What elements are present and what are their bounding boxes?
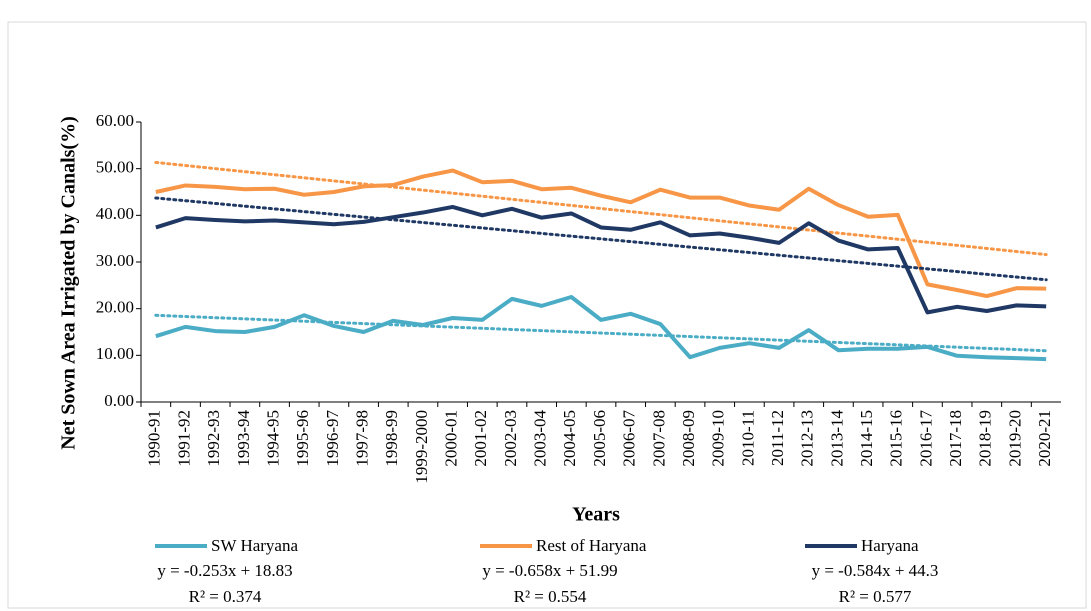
x-tick-label: 2017-18 — [946, 410, 965, 467]
x-tick-label: 2005-06 — [590, 410, 609, 467]
x-tick-label: 1993-94 — [234, 410, 253, 467]
y-tick-label: 40.00 — [96, 204, 134, 223]
x-tick-label: 2001-02 — [471, 410, 490, 467]
x-tick-label: 2002-03 — [501, 410, 520, 467]
series-line — [155, 168, 1047, 299]
x-tick-label: 2013-14 — [827, 410, 846, 467]
y-tick-label: 30.00 — [96, 251, 134, 270]
x-tick-label: 2012-13 — [798, 410, 817, 467]
legend-label: SW Haryana — [211, 536, 298, 555]
trend-r2: R² = 0.577 — [839, 587, 912, 606]
x-tick-label: 2018-19 — [976, 410, 995, 467]
x-axis-title: Years — [572, 504, 620, 526]
x-tick-label: 2016-17 — [916, 410, 935, 467]
trend-r2: R² = 0.554 — [514, 587, 587, 606]
trend-r2: R² = 0.374 — [189, 587, 262, 606]
x-tick-label: 1992-93 — [204, 410, 223, 467]
trend-equation: y = -0.253x + 18.83 — [157, 561, 292, 580]
x-tick-label: 2014-15 — [857, 410, 876, 467]
trendline — [154, 313, 1048, 353]
x-tick-label: 1990-91 — [145, 410, 164, 467]
x-tick-label: 1995-96 — [293, 410, 312, 467]
x-tick-label: 2000-01 — [442, 410, 461, 467]
series-line — [155, 295, 1047, 362]
x-tick-label: 2003-04 — [531, 410, 550, 467]
x-tick-label: 1998-99 — [382, 410, 401, 467]
x-tick-label: 1999-2000 — [412, 410, 431, 484]
x-tick-label: 1994-95 — [263, 410, 282, 467]
x-tick-label: 2011-12 — [768, 410, 787, 466]
trendline — [154, 196, 1048, 282]
x-tick-label: 2006-07 — [620, 410, 639, 467]
series-line — [155, 204, 1047, 315]
trendline — [154, 160, 1048, 257]
x-tick-label: 1991-92 — [174, 410, 193, 467]
x-tick-label: 2007-08 — [649, 410, 668, 467]
x-tick-label: 1997-98 — [352, 410, 371, 467]
legend-label: Rest of Haryana — [536, 536, 647, 555]
trend-equation: y = -0.658x + 51.99 — [482, 561, 617, 580]
x-tick-label: 2020-21 — [1035, 410, 1054, 467]
y-tick-label: 50.00 — [96, 158, 134, 177]
x-tick-label: 2004-05 — [560, 410, 579, 467]
x-tick-label: 2010-11 — [738, 410, 757, 466]
y-tick-label: 60.00 — [96, 111, 134, 130]
x-tick-label: 2009-10 — [709, 410, 728, 467]
y-tick-label: 10.00 — [96, 344, 134, 363]
y-tick-label: 0.00 — [104, 391, 134, 410]
y-tick-label: 20.00 — [96, 298, 134, 317]
chart-frame — [7, 21, 1087, 609]
x-tick-label: 2008-09 — [679, 410, 698, 467]
x-tick-label: 2015-16 — [887, 410, 906, 467]
legend-label: Haryana — [861, 536, 919, 555]
x-tick-label: 2019-20 — [1005, 410, 1024, 467]
x-tick-label: 1996-97 — [323, 410, 342, 467]
trend-equation: y = -0.584x + 44.3 — [812, 561, 939, 580]
y-axis-title: Net Sown Area Irrigated by Canals(%) — [58, 116, 80, 450]
